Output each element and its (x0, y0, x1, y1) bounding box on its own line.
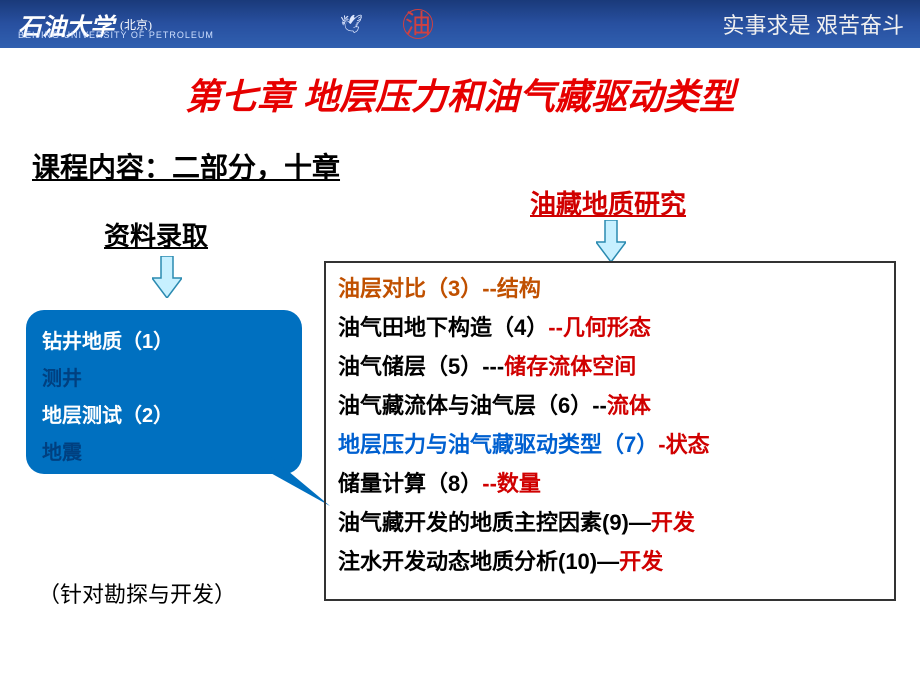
page-header: 石油大学 (北京) BEIJING UNIVERSITY OF PETROLEU… (0, 0, 920, 48)
outline-line: 油气田地下构造（4）--几何形态 (338, 308, 886, 347)
outline-segment: 流体 (607, 393, 651, 418)
blue-line-3: 地层测试（2） (42, 398, 286, 435)
outline-segment: --数量 (482, 471, 541, 496)
right-section-label: 油藏地质研究 (530, 184, 686, 221)
outline-segment: 储量计算（8） (338, 471, 482, 496)
outline-segment: 开发 (651, 510, 695, 535)
outline-segment: 储存流体空间 (504, 354, 636, 379)
blue-callout-box: 钻井地质（1） 测井 地层测试（2） 地震 (26, 310, 302, 474)
outline-segment: -状态 (658, 432, 709, 457)
outline-segment: 油层对比（3）--结构 (338, 276, 541, 301)
outline-segment: 地层压力与油气藏驱动类型（7） (338, 432, 658, 457)
slide-title: 第七章 地层压力和油气藏驱动类型 (0, 68, 920, 120)
outline-segment: 油气藏流体与油气层（6）-- (338, 393, 607, 418)
outline-line: 油气藏开发的地质主控因素(9)—开发 (338, 503, 886, 542)
down-arrow-left (152, 256, 182, 298)
header-icons: 🕊 油 (340, 9, 433, 39)
outline-line: 油气储层（5）---储存流体空间 (338, 347, 886, 386)
outline-segment: 开发 (619, 549, 663, 574)
blue-line-2: 测井 (42, 361, 286, 398)
outline-segment: 油气藏开发的地质主控因素(9)— (338, 510, 651, 535)
header-motto: 实事求是 艰苦奋斗 (722, 8, 904, 40)
left-section-label: 资料录取 (104, 216, 208, 253)
outline-segment: 油气储层（5）--- (338, 354, 504, 379)
callout-tail (240, 456, 330, 526)
dove-icon: 🕊 (340, 14, 363, 35)
slide-subtitle: 课程内容：二部分，十章 (32, 146, 920, 186)
logo-english: BEIJING UNIVERSITY OF PETROLEUM (18, 30, 214, 40)
right-outline-box: 油层对比（3）--结构油气田地下构造（4）--几何形态油气储层（5）---储存流… (324, 261, 896, 601)
outline-segment: --几何形态 (548, 315, 651, 340)
seal-icon: 油 (403, 9, 433, 39)
outline-line: 油气藏流体与油气层（6）--流体 (338, 386, 886, 425)
blue-line-1: 钻井地质（1） (42, 324, 286, 361)
outline-segment: 注水开发动态地质分析(10)— (338, 549, 619, 574)
outline-line: 注水开发动态地质分析(10)—开发 (338, 542, 886, 581)
content-area: 资料录取 油藏地质研究 钻井地质（1） 测井 地层测试（2） 地震 油层对比（3… (0, 186, 920, 686)
down-arrow-right (596, 220, 626, 262)
outline-line: 储量计算（8）--数量 (338, 464, 886, 503)
outline-line: 地层压力与油气藏驱动类型（7）-状态 (338, 425, 886, 464)
outline-line: 油层对比（3）--结构 (338, 269, 886, 308)
footnote-left: （针对勘探与开发） (38, 577, 236, 609)
outline-segment: 油气田地下构造（4） (338, 315, 548, 340)
